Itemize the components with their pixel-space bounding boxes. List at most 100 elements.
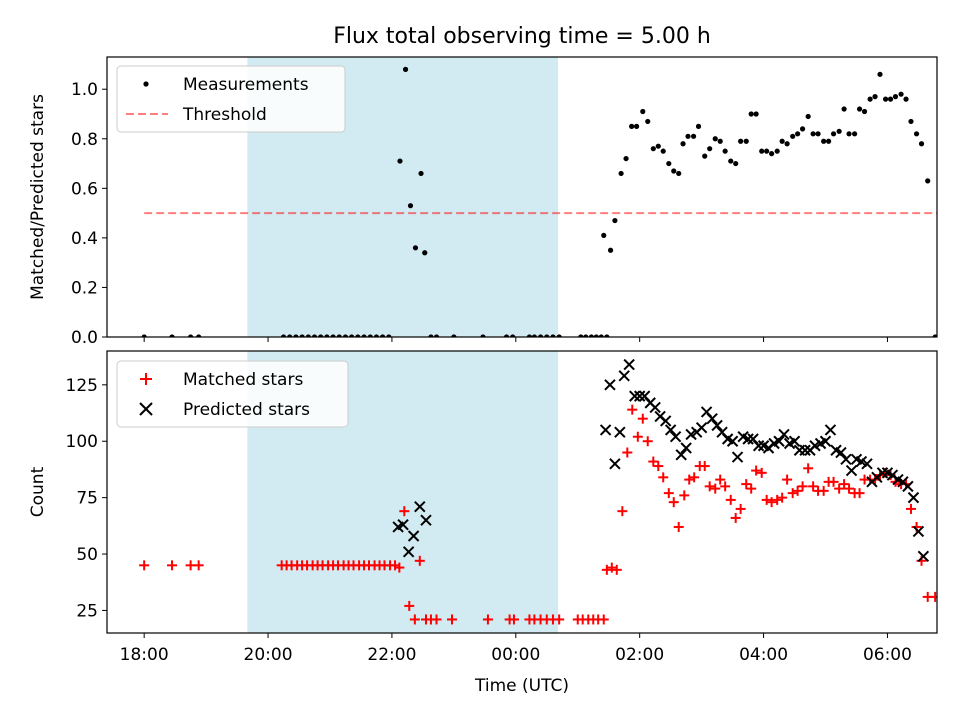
predicted-star-point [773,435,785,447]
predicted-star-point [695,421,708,434]
x-axis-label: Time (UTC) [474,676,569,696]
measurement-point [629,123,635,129]
matched-star-point [854,488,865,499]
measurement-point [690,133,697,139]
y-tick-label: 0.8 [71,130,98,150]
measurement-point [367,334,373,337]
measurement-point [311,334,318,337]
top-panel: 0.0 0.2 0.4 0.6 0.8 1.0 Matched/Predicted star… [28,56,938,348]
measurement-point [666,160,672,167]
legend-label: Threshold [182,105,267,125]
predicted-star-point [623,358,635,371]
measurement-point [188,334,194,337]
matched-star-point [653,461,664,472]
measurement-point [738,138,744,144]
measurement-point [412,245,419,251]
measurement-point [305,334,311,337]
legend: Matched stars Predicted stars [116,360,349,428]
measurement-point [451,334,457,337]
legend-marker-measurements [143,81,149,87]
measurement-point [779,138,785,144]
measurement-point [861,108,868,115]
measurement-point [799,126,806,132]
measurement-point [578,334,584,337]
predicted-star-point [840,453,852,465]
measurement-point [604,334,610,337]
predicted-star-point [599,424,612,436]
measurement-point [748,111,754,117]
measurement-point [815,131,821,137]
measurement-point [433,334,440,337]
matched-star-point [730,512,741,523]
measurement-point [722,148,728,154]
legend-label: Predicted stars [183,400,310,420]
measurement-point [671,168,677,174]
measurement-point [784,141,790,147]
matched-star-point [735,503,746,514]
measurement-point [169,334,175,337]
measurement-point [318,334,324,337]
predicted-star-point [731,451,744,463]
y-tick-label: 75 [76,489,98,509]
measurement-point [790,133,796,139]
matched-star-point [663,488,674,499]
measurement-point [503,334,510,337]
matched-star-point [673,521,684,532]
measurement-point [903,96,909,102]
measurement-point [324,334,330,337]
predicted-star-point [629,390,641,402]
measurement-point [826,138,832,144]
measurement-point [397,158,403,164]
matched-star-point [787,488,798,499]
predicted-star-point [799,444,811,456]
measurement-point [676,170,682,177]
measurement-point [660,148,666,154]
predicted-star-point [835,446,847,459]
measurement-point [925,178,931,184]
matched-star-point [482,614,493,625]
measurement-point [759,148,765,154]
measurement-point [908,118,914,125]
x-tick-label: 04:00 [739,645,788,665]
measurement-point [640,108,646,115]
y-tick-label: 0.6 [71,179,98,199]
measurement-point [601,232,607,239]
x-tick-label: 20:00 [244,645,293,665]
measurement-point [680,141,686,147]
predicted-star-point [902,480,914,493]
measurement-point [196,334,202,337]
measurement-point [877,71,883,77]
predicted-star-point [680,442,692,454]
measurement-point [645,118,651,125]
legend-box [116,360,349,428]
axes-frame [106,56,938,338]
predicted-star-point [609,458,621,470]
matched-star-point [684,474,695,485]
measurement-point [882,96,889,102]
matched-star-point [777,492,788,503]
predicted-star-point [793,444,806,456]
matched-star-point [193,560,204,571]
legend: Measurements Threshold [116,65,346,133]
plot-area [139,358,937,625]
matched-star-point [772,494,783,505]
predicted-star-point [845,464,858,477]
matched-star-point [834,483,845,494]
x-tick-label: 02:00 [615,645,664,665]
matched-star-point [741,479,752,490]
measurement-point [407,203,414,209]
legend-label: Matched stars [183,370,303,390]
predicted-star-point [706,412,718,425]
measurement-point [892,94,899,100]
predicted-star-point [819,435,832,447]
measurement-point [526,334,533,337]
measurement-point [795,131,801,137]
predicted-star-point [604,379,616,391]
predicted-star-point [659,415,672,427]
measurement-point [607,247,614,253]
measurement-point [655,143,661,149]
matched-star-point [828,476,839,487]
matched-star-point [715,474,726,485]
predicted-star-point [742,433,754,445]
